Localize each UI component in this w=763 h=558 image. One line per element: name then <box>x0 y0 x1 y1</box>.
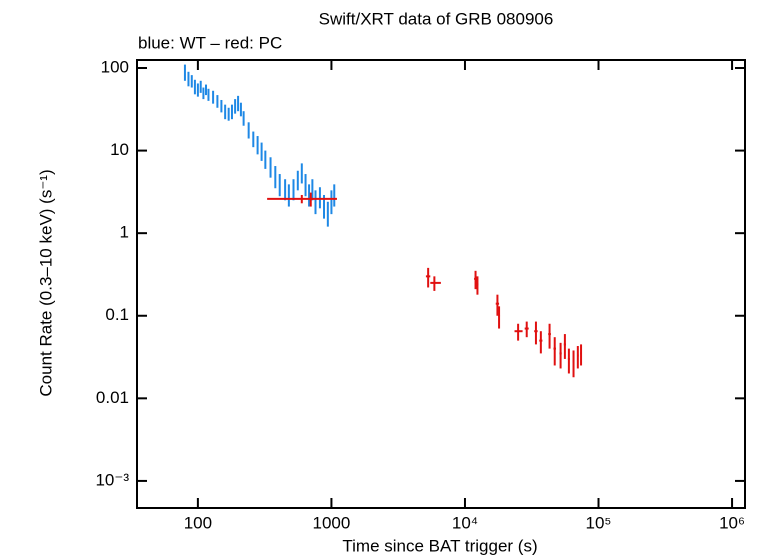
x-tick-label: 10⁶ <box>719 513 745 532</box>
y-tick-label: 0.01 <box>96 388 129 407</box>
x-tick-label: 100 <box>184 513 212 532</box>
y-tick-label: 0.1 <box>105 305 129 324</box>
y-tick-label: 10 <box>110 140 129 159</box>
chart-title: Swift/XRT data of GRB 080906 <box>319 9 554 28</box>
x-tick-label: 10⁵ <box>586 513 612 532</box>
y-axis-label: Count Rate (0.3–10 keV) (s⁻¹) <box>36 169 55 396</box>
y-tick-label: 10⁻³ <box>95 470 129 489</box>
chart-subtitle: blue: WT – red: PC <box>138 33 282 52</box>
x-tick-label: 10⁴ <box>452 513 478 532</box>
x-tick-label: 1000 <box>313 513 351 532</box>
x-axis-label: Time since BAT trigger (s) <box>342 536 537 555</box>
y-tick-label: 1 <box>120 223 129 242</box>
y-tick-label: 100 <box>101 57 129 76</box>
plot-frame <box>136 59 746 509</box>
